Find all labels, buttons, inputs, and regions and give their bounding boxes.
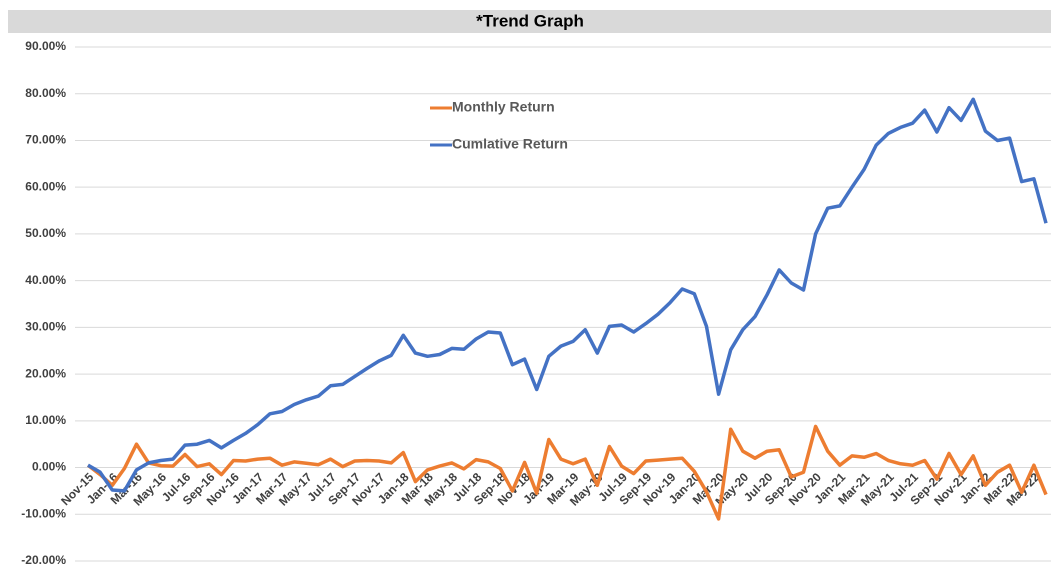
y-tick-label: 30.00% [25, 320, 66, 334]
y-tick-label: 80.00% [25, 86, 66, 100]
series-line [87, 97, 1048, 493]
y-tick-label: 60.00% [25, 179, 66, 193]
legend-label: Cumlative Return [452, 136, 568, 152]
y-tick-label: -20.00% [21, 553, 66, 567]
y-tick-label: 50.00% [25, 226, 66, 240]
legend-label: Monthly Return [452, 99, 555, 115]
y-tick-label: 0.00% [32, 460, 66, 474]
y-tick-label: 40.00% [25, 273, 66, 287]
y-tick-label: 70.00% [25, 133, 66, 147]
y-tick-label: 10.00% [25, 413, 66, 427]
y-tick-label: 20.00% [25, 366, 66, 380]
title-band [8, 10, 1051, 33]
y-tick-label: 90.00% [25, 39, 66, 53]
y-tick-label: -10.00% [21, 506, 66, 520]
series-line [86, 424, 1048, 521]
chart-title: *Trend Graph [476, 11, 584, 30]
